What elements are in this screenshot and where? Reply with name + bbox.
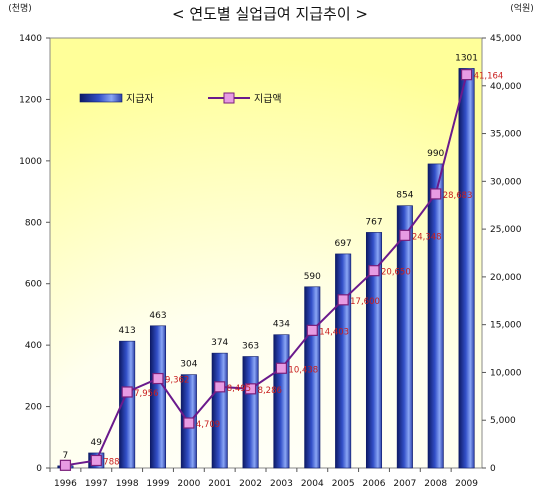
line-marker — [430, 188, 442, 200]
legend: 지급자 지급액 — [79, 92, 282, 105]
bar — [396, 205, 413, 469]
bar — [211, 352, 228, 469]
right-axis-tick-label: 25,000 — [490, 225, 522, 235]
bar-value-label: 463 — [149, 311, 166, 321]
bar — [273, 334, 290, 469]
legend-line-marker — [223, 92, 235, 104]
left-axis-unit: (천명) — [8, 3, 32, 14]
left-axis-tick-label: 200 — [25, 403, 42, 413]
line-marker — [399, 229, 411, 241]
right-axis-unit: (억원) — [510, 2, 534, 14]
line-marker — [183, 417, 195, 429]
bar-value-label: 697 — [335, 239, 352, 249]
line-value-label: 10,438 — [288, 365, 318, 375]
bar — [242, 356, 259, 469]
bar-value-label: 413 — [119, 326, 136, 336]
x-axis-tick-label: 2000 — [177, 479, 200, 489]
left-axis-tick-label: 0 — [36, 464, 42, 474]
x-axis-tick-label: 2002 — [239, 479, 262, 489]
x-axis-tick-label: 1999 — [147, 479, 170, 489]
right-axis-tick-label: 15,000 — [490, 321, 522, 331]
right-axis-tick-label: 0 — [490, 464, 496, 474]
bar-value-label: 767 — [365, 217, 382, 227]
line-value-label: 8,495 — [227, 384, 251, 394]
line-marker — [368, 265, 380, 277]
left-axis-tick-label: 800 — [25, 218, 42, 228]
right-axis-tick-label: 30,000 — [490, 177, 522, 187]
line-value-label: 28,683 — [443, 191, 473, 201]
legend-line-label: 지급액 — [254, 93, 282, 105]
legend-bar-label: 지급자 — [126, 93, 154, 105]
bar-value-label: 590 — [304, 272, 321, 282]
x-axis-tick-label: 2006 — [363, 479, 386, 489]
left-axis-tick-label: 1400 — [19, 34, 42, 44]
bar — [335, 253, 352, 469]
line-marker — [460, 69, 473, 81]
x-axis-tick-label: 1996 — [54, 479, 77, 489]
x-axis-tick-label: 2005 — [332, 479, 355, 489]
bar — [149, 325, 167, 469]
x-axis-tick-label: 2007 — [393, 479, 416, 489]
line-value-label: 20,650 — [381, 268, 411, 278]
line-marker — [275, 362, 288, 374]
right-axis-tick-label: 35,000 — [490, 130, 522, 140]
line-value-label: 788 — [103, 457, 119, 467]
legend-bar-swatch — [79, 93, 123, 103]
line-value-label: 8,286 — [258, 386, 282, 396]
bar — [304, 286, 321, 469]
line-value-label: 7,956 — [134, 389, 158, 399]
bar-value-label: 49 — [91, 438, 103, 448]
line-marker — [337, 294, 349, 306]
x-axis-tick-label: 2009 — [455, 479, 478, 489]
right-axis-tick-label: 5,000 — [490, 416, 516, 426]
right-axis-tick-label: 45,000 — [490, 34, 522, 44]
line-marker — [244, 383, 257, 395]
line-value-label: 4,709 — [196, 420, 220, 430]
bar — [458, 68, 475, 469]
bar — [427, 163, 444, 469]
line-marker — [152, 372, 164, 385]
left-axis-tick-label: 1000 — [19, 157, 42, 167]
line-value-label: 41,164 — [474, 72, 504, 82]
x-axis-tick-label: 2004 — [301, 479, 324, 489]
x-axis-tick-label: 2001 — [208, 479, 231, 489]
bar — [365, 232, 383, 469]
line-value-label: 14,403 — [319, 327, 349, 337]
bar — [119, 340, 136, 469]
line-marker — [121, 386, 133, 398]
bar-value-label: 7 — [63, 451, 69, 461]
right-axis-tick-label: 20,000 — [490, 273, 522, 283]
line-marker — [214, 381, 226, 393]
left-axis-tick-label: 1200 — [19, 95, 42, 105]
x-axis-tick-label: 2003 — [270, 479, 293, 489]
line-marker — [306, 324, 318, 336]
x-axis-tick-label: 1997 — [85, 479, 108, 489]
line-marker — [90, 454, 102, 467]
bar-value-label: 434 — [273, 320, 290, 330]
bar-value-label: 990 — [427, 149, 444, 159]
line-value-label: 17,600 — [350, 297, 380, 307]
line-value-label: 9,362 — [165, 376, 189, 386]
left-axis-tick-label: 400 — [25, 341, 42, 351]
x-axis-tick-label: 1998 — [116, 479, 139, 489]
x-axis-tick-label: 2008 — [424, 479, 447, 489]
bar-value-label: 304 — [180, 360, 197, 370]
bar-value-label: 854 — [396, 191, 413, 201]
bar-value-label: 1301 — [455, 53, 478, 63]
right-axis-tick-label: 40,000 — [490, 82, 522, 92]
left-axis-tick-label: 600 — [25, 280, 42, 290]
bar-value-label: 363 — [242, 342, 259, 352]
right-axis-tick-label: 10,000 — [490, 368, 522, 378]
line-marker — [59, 459, 72, 471]
line-value-label: 24,348 — [412, 232, 442, 242]
bar-value-label: 374 — [211, 338, 228, 348]
chart-title: < 연도별 실업급여 지급추이 > — [172, 5, 368, 23]
